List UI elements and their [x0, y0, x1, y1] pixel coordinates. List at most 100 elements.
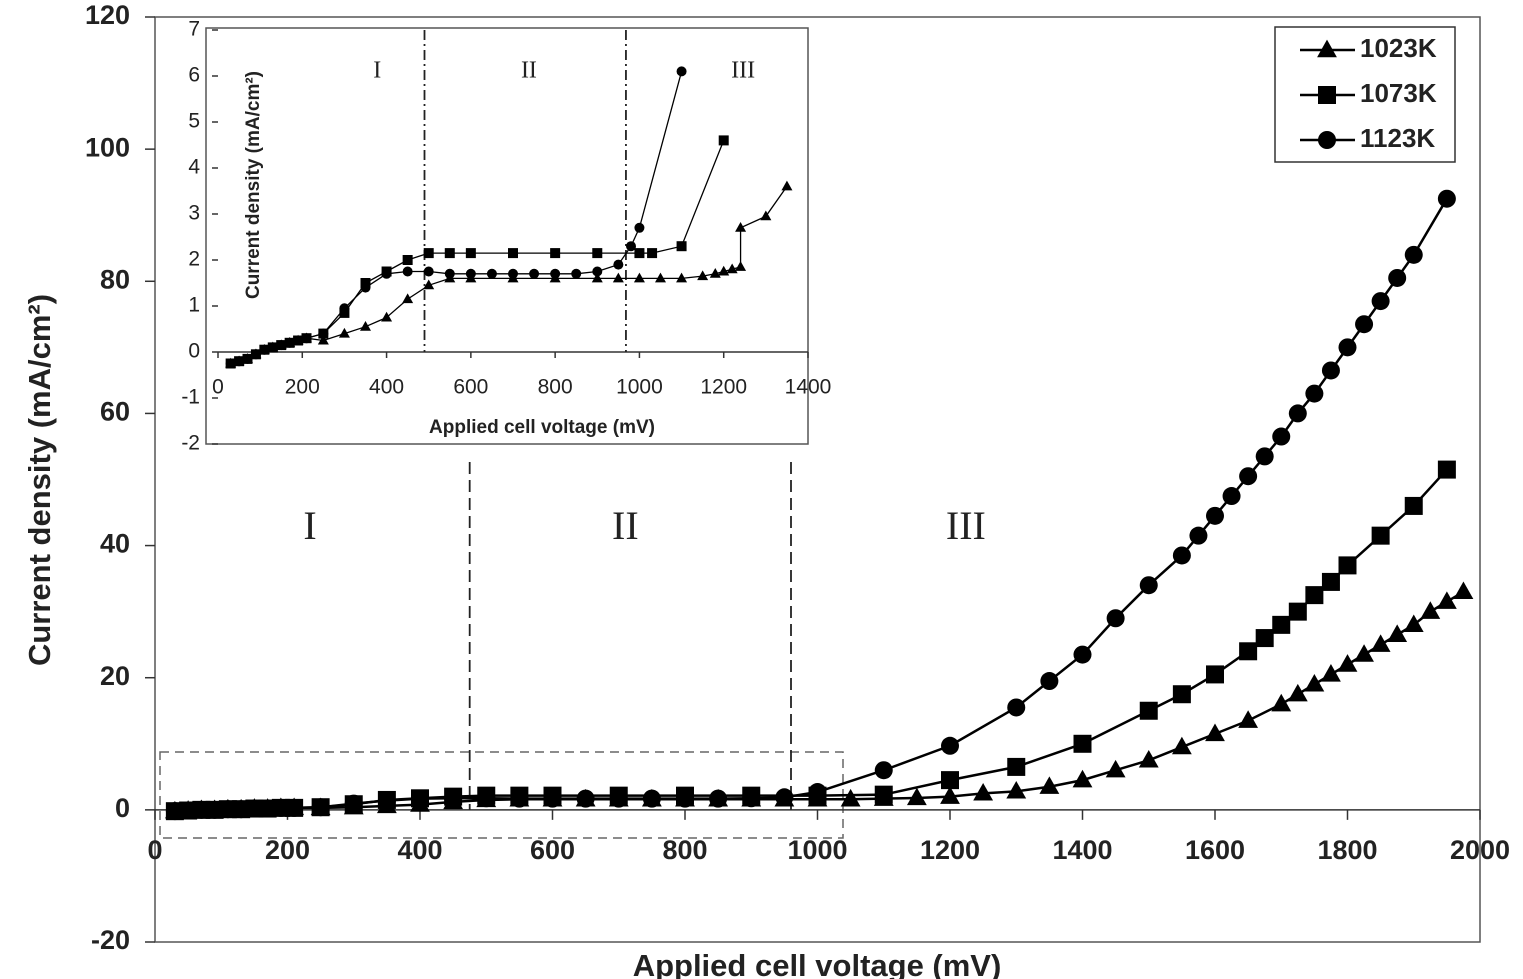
marker — [1304, 673, 1325, 692]
x-tick-label: 1400 — [1052, 835, 1112, 865]
marker — [402, 293, 414, 304]
marker — [576, 789, 595, 808]
marker — [508, 268, 518, 279]
marker — [634, 222, 645, 233]
marker — [1238, 710, 1259, 728]
x-tick-label: 1600 — [1185, 835, 1245, 865]
y-tick-label: 6 — [188, 64, 200, 87]
x-axis-title: Applied cell voltage (mV) — [633, 948, 1002, 979]
y-tick-label: 100 — [85, 132, 130, 162]
marker — [1206, 506, 1224, 525]
marker — [676, 66, 687, 77]
marker — [1139, 701, 1158, 720]
marker — [1355, 315, 1374, 334]
marker — [1073, 734, 1092, 753]
marker — [633, 272, 645, 283]
marker — [874, 785, 893, 804]
marker — [232, 800, 251, 819]
marker — [318, 328, 329, 339]
marker — [676, 241, 687, 252]
region-label: I — [373, 58, 381, 84]
x-tick-label: 1200 — [700, 376, 747, 399]
y-tick-label: 0 — [188, 340, 200, 363]
legend-label: 1023K — [1360, 33, 1437, 63]
marker — [1403, 614, 1424, 633]
marker — [423, 248, 434, 259]
marker — [1288, 404, 1307, 423]
y-tick-label: 60 — [100, 397, 130, 427]
main-chart: 0 200 400 600 800 1000 1200 1400 1600 1800 2000-20… — [22, 0, 1510, 979]
marker — [508, 248, 518, 259]
marker — [742, 789, 761, 808]
marker — [906, 787, 927, 806]
marker — [726, 263, 738, 274]
marker — [1073, 645, 1092, 664]
marker — [1272, 615, 1291, 634]
y-tick-label: 120 — [85, 0, 130, 30]
marker — [234, 356, 245, 367]
marker — [609, 789, 628, 808]
marker — [647, 248, 658, 259]
marker — [1338, 556, 1357, 575]
x-tick-label: 1200 — [920, 835, 980, 865]
marker — [1007, 698, 1026, 717]
marker — [1317, 39, 1337, 58]
marker — [1272, 427, 1291, 446]
marker — [267, 342, 278, 353]
x-tick-label: 800 — [662, 835, 707, 865]
marker — [550, 248, 561, 259]
marker — [1206, 665, 1224, 684]
marker — [613, 259, 624, 270]
region-label: II — [521, 58, 537, 84]
marker — [1105, 759, 1126, 778]
x-tick-label: 200 — [285, 376, 320, 399]
marker — [477, 789, 496, 808]
marker — [465, 268, 476, 279]
marker — [550, 268, 561, 279]
x-tick-label: 200 — [265, 835, 310, 865]
marker — [402, 266, 413, 277]
marker — [1287, 683, 1308, 702]
marker — [258, 799, 277, 818]
marker — [592, 248, 603, 259]
marker — [1354, 644, 1374, 662]
inset-frame — [205, 27, 809, 445]
marker — [1255, 629, 1274, 648]
marker — [444, 248, 455, 259]
marker — [941, 736, 959, 755]
marker — [941, 771, 959, 790]
region-label: III — [731, 58, 755, 84]
marker — [1255, 447, 1274, 466]
marker — [626, 241, 636, 252]
marker — [360, 282, 371, 293]
marker — [1337, 654, 1358, 672]
marker — [1436, 591, 1457, 609]
y-tick-label: -20 — [91, 925, 130, 955]
marker — [1006, 781, 1027, 799]
marker — [1371, 292, 1390, 311]
marker — [718, 265, 730, 276]
marker — [486, 268, 497, 279]
marker — [735, 261, 747, 271]
marker — [360, 320, 371, 331]
x-tick-label: 1000 — [616, 376, 663, 399]
x-tick-label: 0 — [147, 835, 162, 865]
marker — [339, 303, 350, 314]
marker — [276, 340, 287, 351]
marker — [293, 335, 304, 346]
marker — [874, 761, 893, 780]
marker — [1404, 245, 1423, 264]
marker — [1318, 131, 1336, 149]
y-axis-title: Current density (mA/cm²) — [22, 294, 57, 666]
marker — [165, 802, 184, 821]
marker — [592, 266, 603, 277]
marker — [642, 789, 661, 808]
marker — [411, 789, 429, 808]
marker — [1189, 526, 1208, 545]
marker — [760, 210, 772, 221]
marker — [1338, 338, 1357, 357]
marker — [225, 358, 236, 369]
marker — [1321, 361, 1340, 380]
marker — [317, 334, 329, 345]
